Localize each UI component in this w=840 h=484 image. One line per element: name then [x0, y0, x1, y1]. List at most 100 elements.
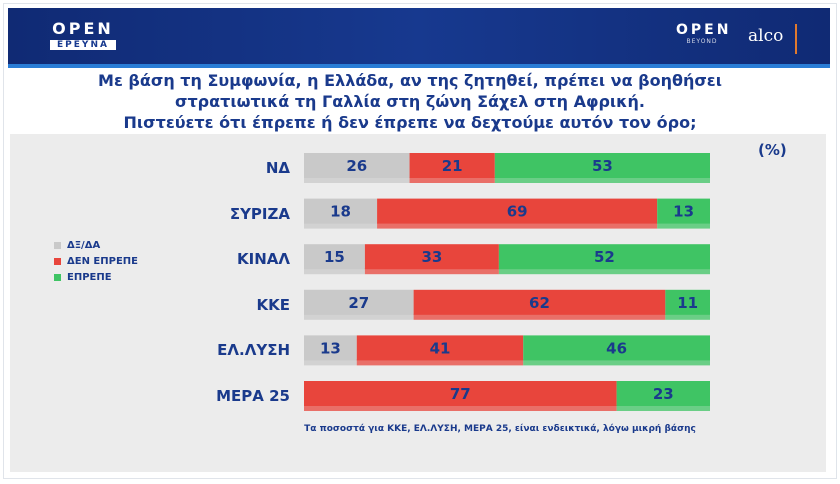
bar-value-label: 53 — [592, 157, 613, 175]
bar-segment: 69 — [377, 198, 658, 229]
chart-title: Με βάση τη Συμφωνία, η Ελλάδα, αν της ζη… — [60, 70, 760, 133]
legend-label: ΕΠΡΕΠΕ — [67, 271, 112, 283]
bar-segment: 77 — [304, 381, 617, 411]
bar-shade — [665, 313, 710, 320]
open-ereuna-logo: OPEN ΕΡΕΥΝΑ — [50, 19, 116, 50]
category-label: ΚΙΝΑΛ — [237, 250, 290, 269]
bar-value-label: 18 — [330, 203, 351, 221]
bar-shade — [616, 405, 710, 411]
bar-segment: 52 — [498, 244, 710, 275]
bar-shade — [304, 222, 378, 229]
bar-segment: 62 — [413, 289, 666, 320]
bar — [304, 335, 357, 361]
bar — [616, 381, 710, 406]
bar-value-label: 52 — [594, 248, 615, 266]
unit-label: (%) — [758, 141, 787, 159]
bar-value-label: 27 — [348, 294, 369, 312]
bar-shade — [304, 313, 414, 320]
bar-value-label: 69 — [507, 203, 528, 221]
bar-value-label: 13 — [673, 203, 694, 221]
bar-value-label: 41 — [430, 339, 451, 357]
alco-logo: alco — [748, 26, 784, 46]
bar-shade — [413, 313, 666, 320]
bar-shade — [364, 268, 499, 275]
bar-shade — [377, 222, 658, 229]
bar-segment: 13 — [304, 335, 357, 366]
bar-value-label: 62 — [529, 294, 550, 312]
bar-segment: 33 — [364, 244, 499, 275]
bar-segment: 53 — [494, 153, 710, 183]
bar-value-label: 15 — [324, 248, 345, 266]
bar — [665, 289, 710, 315]
bar-segment: 13 — [657, 198, 710, 229]
logo-subtext: ΕΡΕΥΝΑ — [50, 40, 116, 50]
open-beyond-logo: OPEN BEYOND — [676, 22, 728, 45]
title-line-1: Με βάση τη Συμφωνία, η Ελλάδα, αν της ζη… — [98, 71, 722, 90]
bar-value-label: 46 — [606, 339, 627, 357]
bar-shade — [494, 177, 710, 183]
bar-value-label: 11 — [677, 294, 698, 312]
bar-value-label: 26 — [346, 157, 367, 175]
bar-shade — [304, 177, 410, 183]
category-label: ΝΔ — [265, 159, 290, 177]
bar-segment: 41 — [356, 335, 524, 366]
title-line-3: Πιστεύετε ότι έπρεπε ή δεν έπρεπε να δεχ… — [123, 113, 697, 132]
legend-item-epreпе: ΕΠΡΕΠΕ — [54, 269, 138, 285]
bar-value-label: 77 — [450, 385, 471, 403]
bar-segment: 15 — [304, 244, 365, 275]
bar-shade — [304, 268, 365, 275]
bar-segment: 11 — [665, 289, 710, 320]
legend-label: ΔΕΝ ΕΠΡΕΠΕ — [67, 255, 138, 267]
bar — [304, 198, 378, 224]
bar — [304, 381, 617, 406]
header-bar: OPEN ΕΡΕΥΝΑ OPEN BEYOND alco — [8, 8, 830, 68]
bar — [409, 153, 495, 178]
bar-shade — [498, 268, 710, 275]
legend-label: ΔΞ/ΔΑ — [67, 239, 101, 251]
bar-segment: 46 — [523, 335, 710, 366]
bar-shade — [356, 359, 524, 366]
bar-value-label: 13 — [320, 339, 341, 357]
bar-value-label: 33 — [421, 248, 442, 266]
legend: ΔΞ/ΔΑ ΔΕΝ ΕΠΡΕΠΕ ΕΠΡΕΠΕ — [54, 237, 138, 285]
bar — [304, 153, 410, 178]
bar — [356, 335, 524, 361]
bar — [657, 198, 710, 224]
bar-value-label: 23 — [653, 385, 674, 403]
category-label: ΣΥΡΙΖΑ — [229, 204, 290, 223]
bar-shade — [409, 177, 495, 183]
bar-segment: 23 — [616, 381, 710, 411]
bar-segment: 26 — [304, 153, 410, 183]
bar-shade — [523, 359, 710, 366]
title-line-2: στρατιωτικά τη Γαλλία στη ζώνη Σάχελ στη… — [175, 92, 645, 111]
bar-shade — [304, 359, 357, 366]
bar — [304, 244, 365, 270]
bar-value-label: 21 — [442, 157, 463, 175]
category-label: ΚΚΕ — [256, 295, 291, 314]
logo-text: OPEN — [676, 22, 732, 38]
bar — [413, 289, 666, 315]
legend-swatch-red — [54, 257, 61, 265]
legend-swatch-gray — [54, 241, 61, 249]
bar-shade — [657, 222, 710, 229]
bar — [498, 244, 710, 270]
logo-text: OPEN — [52, 19, 114, 38]
bar-shade — [304, 405, 617, 411]
legend-swatch-green — [54, 273, 61, 281]
legend-item-dkda: ΔΞ/ΔΑ — [54, 237, 138, 253]
bar — [377, 198, 658, 224]
logo-subtext: BEYOND — [686, 38, 718, 45]
legend-item-den-epreпе: ΔΕΝ ΕΠΡΕΠΕ — [54, 253, 138, 269]
logo-divider — [795, 24, 797, 54]
bar — [494, 153, 710, 178]
bar — [523, 335, 710, 361]
bar-segment: 21 — [409, 153, 495, 183]
footnote: Τα ποσοστά για ΚΚΕ, ΕΛ.ΛΥΣΗ, ΜΕΡΑ 25, εί… — [304, 424, 696, 434]
bar — [364, 244, 499, 270]
category-label: ΜΕΡΑ 25 — [216, 387, 290, 405]
bar-segment: 18 — [304, 198, 378, 229]
bar-segment: 27 — [304, 289, 414, 320]
category-label: ΕΛ.ΛΥΣΗ — [217, 341, 290, 360]
bar — [304, 289, 414, 315]
